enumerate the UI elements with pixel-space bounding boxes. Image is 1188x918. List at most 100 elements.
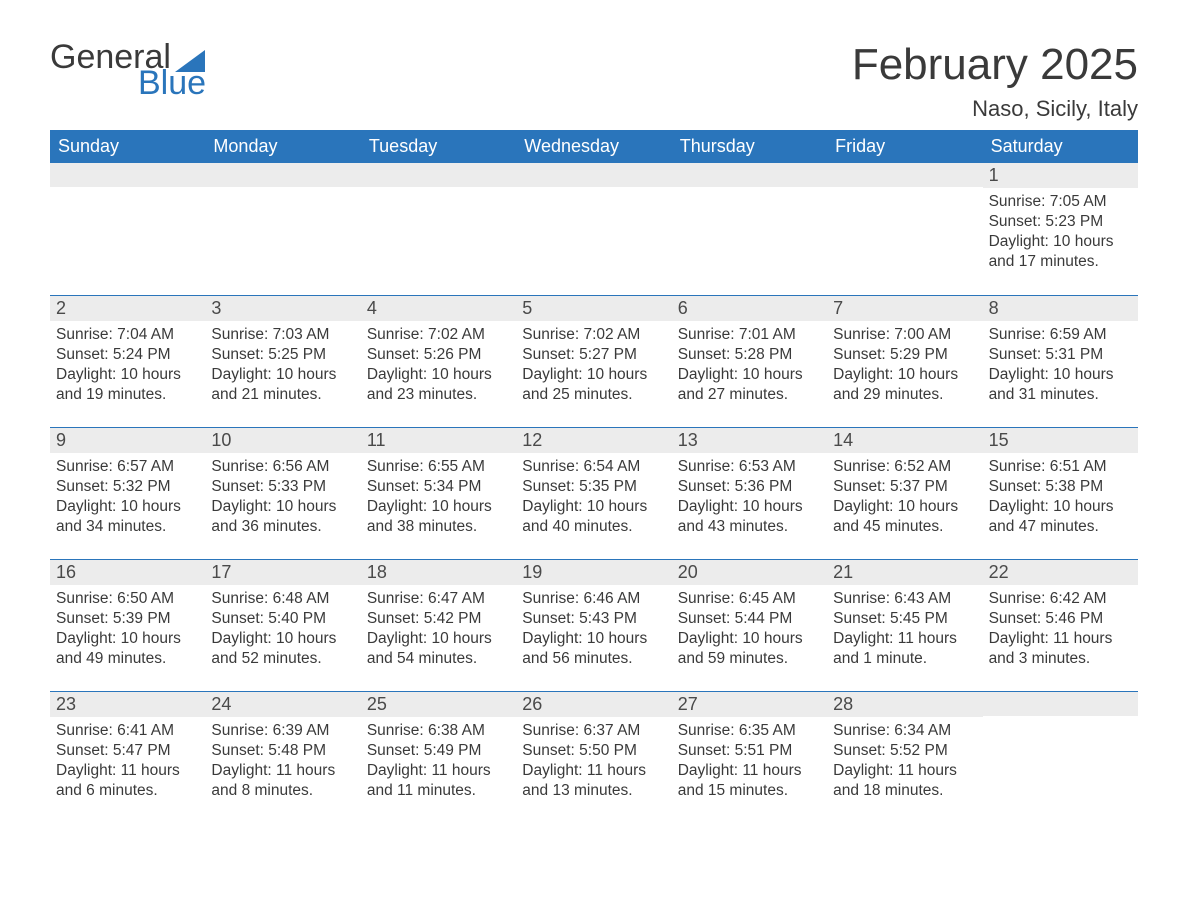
calendar-day [205,163,360,295]
calendar-day: 22Sunrise: 6:42 AMSunset: 5:46 PMDayligh… [983,560,1138,691]
sunset-text: Sunset: 5:24 PM [56,345,199,365]
day-details: Sunrise: 6:50 AMSunset: 5:39 PMDaylight:… [50,585,205,680]
day-number: 12 [516,428,671,453]
day-details: Sunrise: 6:35 AMSunset: 5:51 PMDaylight:… [672,717,827,812]
day-details [361,187,516,201]
sunrise-text: Sunrise: 6:56 AM [211,457,354,477]
calendar-day: 10Sunrise: 6:56 AMSunset: 5:33 PMDayligh… [205,428,360,559]
day-details: Sunrise: 6:55 AMSunset: 5:34 PMDaylight:… [361,453,516,548]
sunset-text: Sunset: 5:47 PM [56,741,199,761]
sunset-text: Sunset: 5:35 PM [522,477,665,497]
calendar-day: 25Sunrise: 6:38 AMSunset: 5:49 PMDayligh… [361,692,516,823]
daylight-text: Daylight: 10 hours and 25 minutes. [522,365,665,405]
daylight-text: Daylight: 10 hours and 23 minutes. [367,365,510,405]
day-details: Sunrise: 7:00 AMSunset: 5:29 PMDaylight:… [827,321,982,416]
calendar-day: 8Sunrise: 6:59 AMSunset: 5:31 PMDaylight… [983,296,1138,427]
daylight-text: Daylight: 10 hours and 47 minutes. [989,497,1132,537]
calendar-day: 23Sunrise: 6:41 AMSunset: 5:47 PMDayligh… [50,692,205,823]
daylight-text: Daylight: 10 hours and 49 minutes. [56,629,199,669]
daylight-text: Daylight: 10 hours and 31 minutes. [989,365,1132,405]
daylight-text: Daylight: 11 hours and 15 minutes. [678,761,821,801]
day-details [672,187,827,201]
daylight-text: Daylight: 10 hours and 19 minutes. [56,365,199,405]
calendar-day: 7Sunrise: 7:00 AMSunset: 5:29 PMDaylight… [827,296,982,427]
sunset-text: Sunset: 5:51 PM [678,741,821,761]
sunrise-text: Sunrise: 6:54 AM [522,457,665,477]
calendar-day: 6Sunrise: 7:01 AMSunset: 5:28 PMDaylight… [672,296,827,427]
calendar-day: 5Sunrise: 7:02 AMSunset: 5:27 PMDaylight… [516,296,671,427]
sunset-text: Sunset: 5:49 PM [367,741,510,761]
sunrise-text: Sunrise: 6:41 AM [56,721,199,741]
day-details: Sunrise: 6:41 AMSunset: 5:47 PMDaylight:… [50,717,205,812]
daylight-text: Daylight: 11 hours and 13 minutes. [522,761,665,801]
calendar-day: 18Sunrise: 6:47 AMSunset: 5:42 PMDayligh… [361,560,516,691]
calendar-day: 21Sunrise: 6:43 AMSunset: 5:45 PMDayligh… [827,560,982,691]
calendar-day: 11Sunrise: 6:55 AMSunset: 5:34 PMDayligh… [361,428,516,559]
day-number: 20 [672,560,827,585]
daylight-text: Daylight: 10 hours and 36 minutes. [211,497,354,537]
day-number: 14 [827,428,982,453]
day-details: Sunrise: 6:51 AMSunset: 5:38 PMDaylight:… [983,453,1138,548]
calendar-day: 27Sunrise: 6:35 AMSunset: 5:51 PMDayligh… [672,692,827,823]
sunset-text: Sunset: 5:28 PM [678,345,821,365]
sunrise-text: Sunrise: 6:53 AM [678,457,821,477]
calendar-day: 26Sunrise: 6:37 AMSunset: 5:50 PMDayligh… [516,692,671,823]
day-number: 17 [205,560,360,585]
sunrise-text: Sunrise: 7:01 AM [678,325,821,345]
day-details: Sunrise: 6:42 AMSunset: 5:46 PMDaylight:… [983,585,1138,680]
daylight-text: Daylight: 11 hours and 1 minute. [833,629,976,669]
weekday-header: Wednesday [516,130,671,163]
sunrise-text: Sunrise: 6:38 AM [367,721,510,741]
day-details: Sunrise: 7:01 AMSunset: 5:28 PMDaylight:… [672,321,827,416]
sunrise-text: Sunrise: 6:47 AM [367,589,510,609]
day-number: 24 [205,692,360,717]
day-details: Sunrise: 7:02 AMSunset: 5:26 PMDaylight:… [361,321,516,416]
day-number: 5 [516,296,671,321]
day-details: Sunrise: 7:03 AMSunset: 5:25 PMDaylight:… [205,321,360,416]
day-details [983,716,1138,730]
day-details: Sunrise: 6:47 AMSunset: 5:42 PMDaylight:… [361,585,516,680]
sunrise-text: Sunrise: 6:39 AM [211,721,354,741]
sunrise-text: Sunrise: 6:46 AM [522,589,665,609]
title-block: February 2025 Naso, Sicily, Italy [852,40,1138,122]
day-details: Sunrise: 6:57 AMSunset: 5:32 PMDaylight:… [50,453,205,548]
calendar-day [361,163,516,295]
daylight-text: Daylight: 10 hours and 29 minutes. [833,365,976,405]
sunset-text: Sunset: 5:45 PM [833,609,976,629]
daylight-text: Daylight: 10 hours and 40 minutes. [522,497,665,537]
calendar-day [672,163,827,295]
day-number: 19 [516,560,671,585]
sunset-text: Sunset: 5:27 PM [522,345,665,365]
daylight-text: Daylight: 11 hours and 8 minutes. [211,761,354,801]
sunset-text: Sunset: 5:48 PM [211,741,354,761]
day-number: 10 [205,428,360,453]
sunrise-text: Sunrise: 6:59 AM [989,325,1132,345]
sunset-text: Sunset: 5:43 PM [522,609,665,629]
day-number: 8 [983,296,1138,321]
daylight-text: Daylight: 11 hours and 18 minutes. [833,761,976,801]
day-details: Sunrise: 6:43 AMSunset: 5:45 PMDaylight:… [827,585,982,680]
day-number [827,163,982,187]
sunrise-text: Sunrise: 6:35 AM [678,721,821,741]
daylight-text: Daylight: 10 hours and 38 minutes. [367,497,510,537]
sunset-text: Sunset: 5:46 PM [989,609,1132,629]
day-number: 13 [672,428,827,453]
day-details: Sunrise: 7:02 AMSunset: 5:27 PMDaylight:… [516,321,671,416]
calendar-day [50,163,205,295]
sunset-text: Sunset: 5:50 PM [522,741,665,761]
day-number [516,163,671,187]
day-details [516,187,671,201]
day-details: Sunrise: 6:48 AMSunset: 5:40 PMDaylight:… [205,585,360,680]
sunrise-text: Sunrise: 6:50 AM [56,589,199,609]
calendar-day: 15Sunrise: 6:51 AMSunset: 5:38 PMDayligh… [983,428,1138,559]
day-details: Sunrise: 6:53 AMSunset: 5:36 PMDaylight:… [672,453,827,548]
day-details: Sunrise: 6:54 AMSunset: 5:35 PMDaylight:… [516,453,671,548]
day-number [672,163,827,187]
day-number [205,163,360,187]
day-number: 6 [672,296,827,321]
day-number: 7 [827,296,982,321]
calendar-week: 9Sunrise: 6:57 AMSunset: 5:32 PMDaylight… [50,427,1138,559]
daylight-text: Daylight: 10 hours and 27 minutes. [678,365,821,405]
sunset-text: Sunset: 5:25 PM [211,345,354,365]
calendar-day: 14Sunrise: 6:52 AMSunset: 5:37 PMDayligh… [827,428,982,559]
